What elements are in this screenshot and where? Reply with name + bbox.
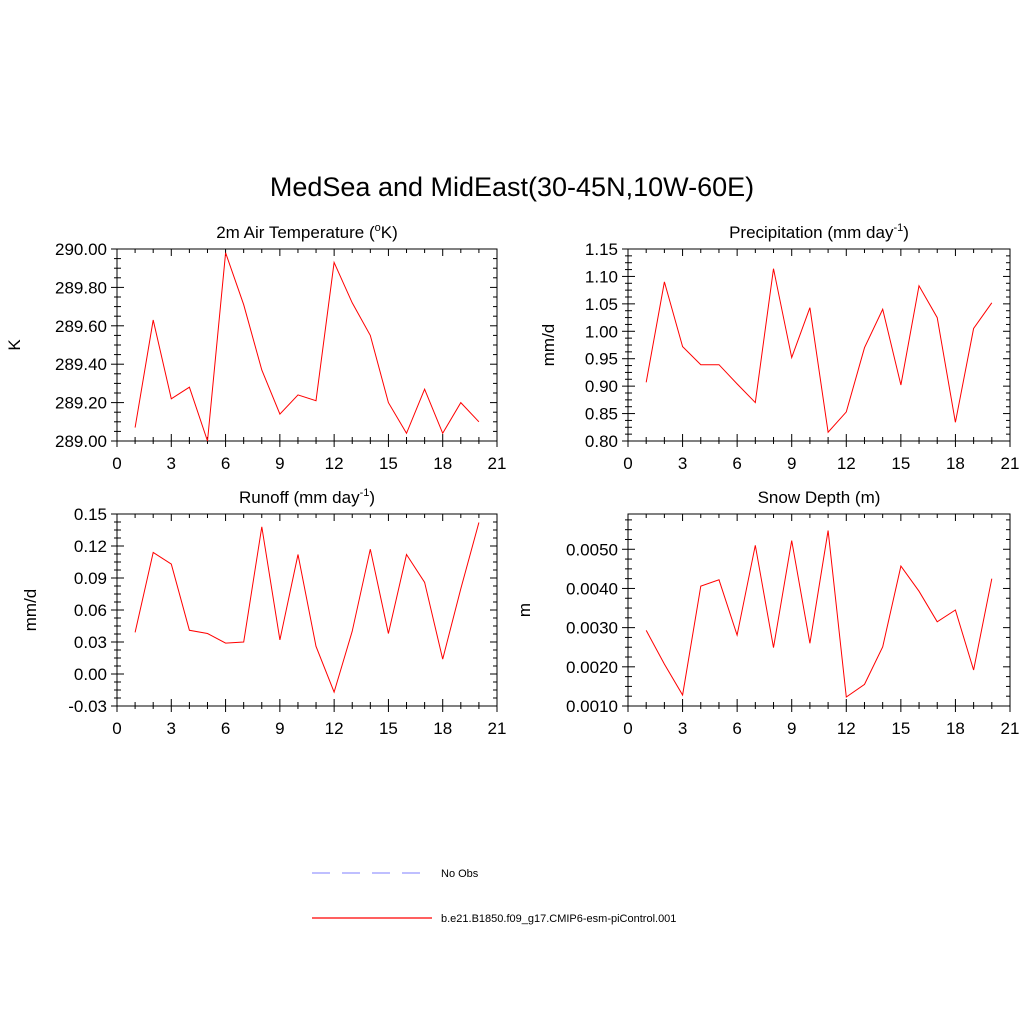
plot-frame-precipitation: [627, 248, 1011, 442]
x-tick-label: 12: [325, 454, 344, 473]
x-tick-label: 18: [433, 454, 452, 473]
panel-air-temperature: 2m Air Temperature (oK) K 0 3 6 9 12 15 18 21 289.…: [5, 222, 506, 473]
y-tick-label: 289.00: [55, 432, 107, 451]
series-line-air-temperature: [134, 252, 480, 442]
legend: No Obs b.e21.B1850.f09_g17.CMIP6-esm-piC…: [312, 868, 676, 925]
x-tick-label: 9: [275, 454, 284, 473]
panel-title-precipitation: Precipitation (mm day-1): [729, 222, 909, 242]
x-tick-label: 0: [112, 454, 121, 473]
y-tick-label: -0.03: [68, 697, 107, 716]
y-tick-label: 1.05: [585, 295, 618, 314]
x-tick-label: 6: [732, 454, 741, 473]
x-tick-label: 18: [946, 454, 965, 473]
x-tick-label: 18: [946, 719, 965, 738]
x-tick-label: 12: [837, 719, 856, 738]
y-tick-label: 1.15: [585, 240, 618, 259]
x-tick-label: 0: [623, 454, 632, 473]
x-tick-label: 21: [1001, 454, 1020, 473]
plot-frame-air-temperature: [116, 248, 498, 442]
y-tick-label: 0.85: [585, 405, 618, 424]
panel-title-runoff: Runoff (mm day-1): [239, 487, 375, 507]
y-tick-label: 290.00: [55, 240, 107, 259]
x-tick-label: 21: [488, 719, 507, 738]
y-tick-label: 1.00: [585, 322, 618, 341]
y-tick-label: 0.80: [585, 432, 618, 451]
y-tick-label: 0.0050: [566, 540, 618, 559]
y-tick-label: 289.80: [55, 278, 107, 297]
y-tick-label: 289.40: [55, 355, 107, 374]
legend-model-label: b.e21.B1850.f09_g17.CMIP6-esm-piControl.…: [441, 913, 676, 925]
series-line-runoff: [134, 522, 480, 694]
x-tick-label: 3: [678, 719, 687, 738]
y-axis-label-runoff: mm/d: [21, 589, 40, 632]
x-tick-label: 6: [732, 719, 741, 738]
x-tick-label: 9: [787, 719, 796, 738]
x-tick-label: 15: [891, 454, 910, 473]
panel-precipitation: Precipitation (mm day-1) mm/d 0 3 6 9 12 15 18 21…: [539, 222, 1019, 473]
figure-title: MedSea and MidEast(30-45N,10W-60E): [270, 172, 754, 202]
x-tick-label: 21: [1001, 719, 1020, 738]
y-tick-label: 1.10: [585, 267, 618, 286]
x-tick-label: 18: [433, 719, 452, 738]
series-line-snow-depth: [645, 530, 993, 698]
x-tick-label: 15: [379, 719, 398, 738]
y-tick-label: 289.60: [55, 317, 107, 336]
x-tick-label: 0: [623, 719, 632, 738]
x-tick-label: 12: [325, 719, 344, 738]
x-tick-label: 15: [891, 719, 910, 738]
x-tick-label: 21: [488, 454, 507, 473]
y-tick-label: 0.09: [74, 569, 107, 588]
x-tick-label: 9: [275, 719, 284, 738]
plot-frame-snow-depth: [627, 513, 1011, 707]
y-tick-label: 0.0010: [566, 697, 618, 716]
panel-title-air-temperature: 2m Air Temperature (oK): [216, 222, 398, 242]
panel-title-snow-depth: Snow Depth (m): [758, 488, 881, 507]
legend-no-obs-label: No Obs: [441, 868, 479, 880]
y-axis-label-precipitation: mm/d: [539, 324, 558, 367]
y-tick-label: 0.0020: [566, 658, 618, 677]
y-tick-label: 0.90: [585, 377, 618, 396]
y-tick-label: 0.0040: [566, 579, 618, 598]
y-tick-label: 0.03: [74, 633, 107, 652]
y-tick-label: 0.06: [74, 601, 107, 620]
x-tick-label: 6: [221, 719, 230, 738]
x-tick-label: 3: [167, 454, 176, 473]
y-tick-label: 0.00: [74, 665, 107, 684]
plot-frame-runoff: [116, 513, 498, 707]
x-tick-label: 9: [787, 454, 796, 473]
y-tick-label: 0.12: [74, 537, 107, 556]
x-tick-label: 3: [678, 454, 687, 473]
y-axis-label-snow-depth: m: [515, 603, 534, 617]
x-tick-label: 0: [112, 719, 121, 738]
y-tick-label: 0.15: [74, 505, 107, 524]
x-tick-label: 6: [221, 454, 230, 473]
y-tick-label: 0.95: [585, 350, 618, 369]
series-line-precipitation: [645, 268, 993, 434]
y-tick-label: 0.0030: [566, 619, 618, 638]
panel-snow-depth: Snow Depth (m) m 0 3 6 9 12 15 18 21 0.0010 0.0020 0…: [515, 488, 1019, 738]
panel-runoff: Runoff (mm day-1) mm/d 0 3 6 9 12 15 18 21 -0.03 0.…: [21, 487, 506, 738]
x-tick-label: 12: [837, 454, 856, 473]
y-axis-label-air-temperature: K: [5, 339, 24, 351]
x-tick-label: 3: [167, 719, 176, 738]
x-tick-label: 15: [379, 454, 398, 473]
y-tick-label: 289.20: [55, 394, 107, 413]
